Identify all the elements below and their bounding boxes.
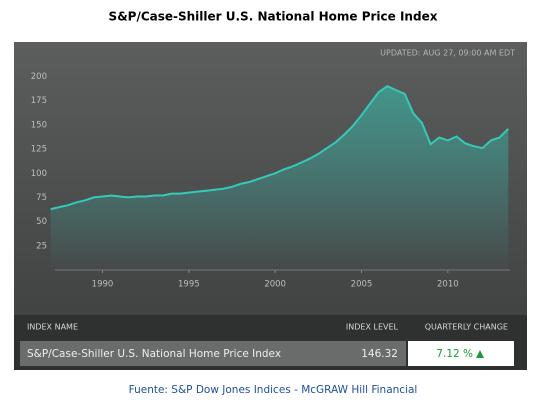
x-tick-label: 2005 (351, 280, 373, 290)
y-tick-label: 25 (36, 241, 47, 251)
y-tick-label: 200 (31, 72, 47, 82)
area (50, 86, 509, 270)
y-tick-label: 150 (31, 120, 47, 130)
y-tick-label: 175 (31, 96, 47, 106)
x-tick-label: 1995 (178, 280, 200, 290)
x-tick-label: 1990 (92, 280, 114, 290)
y-tick-label: 75 (36, 193, 47, 203)
up-arrow (476, 350, 484, 358)
x-tick-label: 2010 (437, 280, 459, 290)
table-header: INDEX LEVEL (346, 323, 399, 332)
x-tick-label: 2000 (264, 280, 286, 290)
y-tick-label: 100 (31, 169, 47, 179)
updated: UPDATED: AUG 27, 09:00 AM EDT (380, 49, 515, 58)
y-tick-label: 125 (31, 145, 47, 155)
y-tick-label: 50 (36, 217, 47, 227)
table-row (20, 341, 406, 366)
title: S&P/Case-Shiller U.S. National Home Pric… (109, 10, 438, 24)
index-name: S&P/Case-Shiller U.S. National Home Pric… (27, 348, 281, 360)
change-cell (408, 341, 514, 366)
index-level: 146.32 (361, 348, 398, 360)
line (50, 85, 510, 211)
source: Fuente: S&P Dow Jones Indices - McGRAW H… (129, 384, 418, 396)
quarterly-change: 7.12 % (436, 348, 473, 360)
table-header: INDEX NAME (27, 323, 78, 332)
table-header: QUARTERLY CHANGE (425, 323, 508, 332)
